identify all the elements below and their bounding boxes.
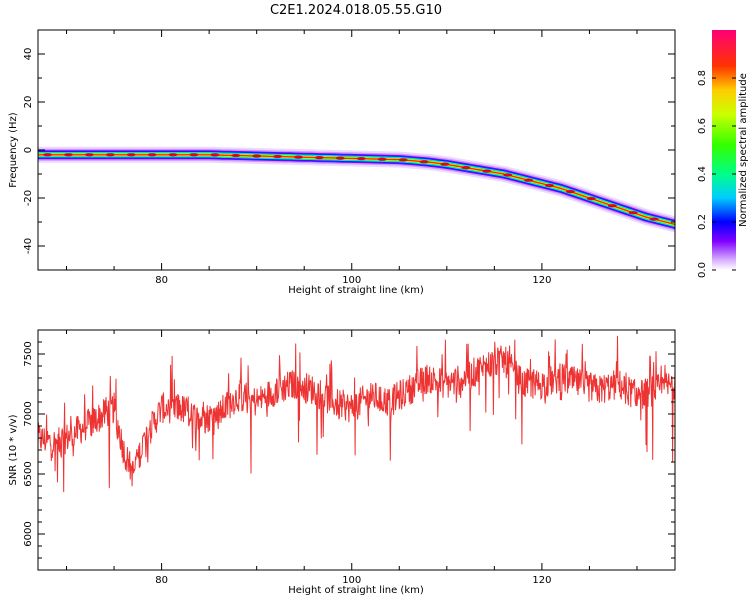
- spectral-peak: [105, 153, 115, 157]
- y-tick-label: 7000: [23, 401, 34, 426]
- y-tick-label: 0: [23, 147, 34, 153]
- spectrogram-ylabel: Frequency (Hz): [8, 112, 19, 188]
- colorbar-tick-label: 0.4: [697, 166, 708, 182]
- spectrogram-panel: 80 100 120 40 20 0 -20 -40 Height of straight …: [8, 29, 676, 296]
- colorbar-tick-label: 0.8: [697, 70, 708, 86]
- spectral-peak: [482, 169, 492, 173]
- snr-frame: [37, 329, 676, 571]
- x-tick-label: 100: [342, 575, 361, 586]
- colorbar-tick-label: 0.6: [697, 118, 708, 134]
- spectral-peak: [43, 153, 52, 157]
- colorbar-label: Normalized spectral amplitude: [738, 73, 749, 227]
- spectral-peak: [210, 153, 220, 157]
- spectral-peak: [649, 217, 659, 221]
- colorbar-gradient: [712, 30, 736, 270]
- y-tick-label: -20: [23, 190, 34, 206]
- spectral-peak: [607, 204, 617, 208]
- x-tick-label: 80: [155, 575, 168, 586]
- spectral-peak: [586, 197, 596, 201]
- spectral-peak: [84, 153, 94, 157]
- spectral-peak: [252, 154, 262, 158]
- x-tick-label: 120: [532, 275, 551, 286]
- x-tick-label: 120: [532, 575, 551, 586]
- snr-panel: 80 100 120 6000 6500 7000 7500 Height of stra…: [8, 329, 676, 596]
- spectrogram-xlabel: Height of straight line (km): [288, 285, 424, 296]
- y-tick-label: 6500: [23, 461, 34, 486]
- spectral-ridge: [38, 146, 675, 233]
- x-tick-label: 100: [342, 275, 361, 286]
- spectral-peak: [565, 190, 575, 194]
- y-tick-label: 7500: [23, 341, 34, 366]
- x-tick-label: 80: [155, 275, 168, 286]
- spectral-peak: [314, 156, 324, 160]
- colorbar: 0.0 0.2 0.4 0.6 0.8 Normalized spectral ampl…: [697, 30, 749, 278]
- spectral-peak: [63, 153, 73, 157]
- spectral-peak: [189, 153, 199, 157]
- spectral-peak: [524, 178, 534, 182]
- colorbar-tick-label: 0.2: [697, 214, 708, 230]
- y-tick-label: -40: [23, 238, 34, 254]
- y-tick-label: 40: [23, 48, 34, 61]
- y-tick-label: 20: [23, 96, 34, 109]
- spectral-peak: [377, 157, 387, 161]
- spectral-peak: [231, 153, 241, 158]
- spectral-peak: [273, 154, 283, 159]
- colorbar-tick-label: 0.0: [697, 262, 708, 278]
- spectral-peak: [335, 156, 345, 160]
- snr-ylabel: SNR (10 * v/v): [8, 414, 19, 485]
- spectral-peak: [545, 183, 554, 188]
- spectral-peak: [126, 153, 136, 157]
- spectral-peak: [503, 173, 513, 177]
- spectral-peak: [168, 153, 178, 157]
- snr-xlabel: Height of straight line (km): [288, 585, 424, 596]
- spectral-peak: [398, 158, 408, 162]
- spectral-peak: [628, 211, 638, 215]
- figure-title: C2E1.2024.018.05.55.G10: [270, 3, 442, 18]
- spectral-peak: [461, 166, 471, 170]
- spectral-peak: [147, 153, 157, 157]
- snr-series-line: [38, 335, 675, 493]
- spectral-peak: [356, 157, 366, 161]
- spectral-peak: [440, 162, 450, 166]
- spectral-peak: [294, 155, 303, 159]
- spectral-peak: [419, 160, 429, 164]
- y-tick-label: 6000: [23, 521, 34, 546]
